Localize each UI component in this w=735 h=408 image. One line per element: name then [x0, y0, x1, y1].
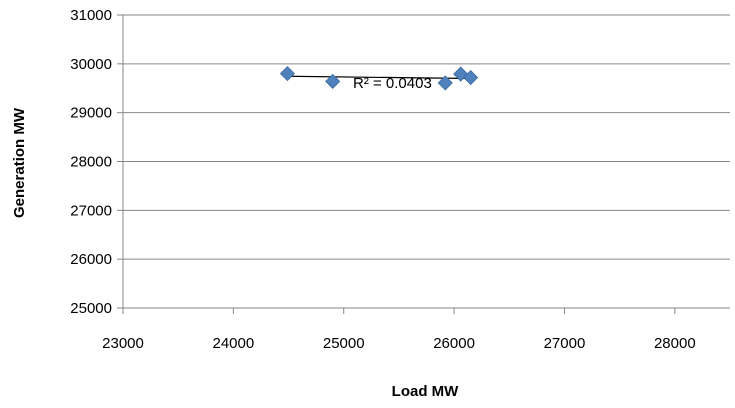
y-tick-label: 30000	[70, 56, 112, 73]
y-tick-labels: 25000 26000 27000 28000 29000 30000 31000	[70, 7, 112, 317]
y-tick-label: 27000	[70, 202, 112, 219]
x-axis-title: Load MW	[392, 383, 459, 400]
x-tick-label: 26000	[433, 335, 475, 352]
x-tick-labels: 23000 24000 25000 26000 27000 28000	[102, 335, 696, 352]
x-tick-label: 25000	[323, 335, 365, 352]
y-tick-label: 31000	[70, 7, 112, 24]
y-tick-label: 29000	[70, 105, 112, 122]
trendline-group	[287, 75, 471, 80]
x-tick-label: 28000	[654, 335, 696, 352]
data-point	[325, 73, 341, 89]
data-point	[279, 66, 296, 82]
x-tick-label: 27000	[544, 335, 586, 352]
x-tick-label: 24000	[213, 335, 255, 352]
y-tick-label: 28000	[70, 154, 112, 171]
axes	[117, 14, 730, 314]
data-point	[453, 66, 469, 82]
data-point	[463, 69, 479, 86]
trendline	[287, 75, 471, 80]
gridlines	[123, 14, 730, 309]
r-squared-label: R² = 0.0403	[353, 75, 432, 92]
y-tick-label: 26000	[70, 251, 112, 268]
y-tick-label: 25000	[70, 300, 112, 317]
data-points	[279, 66, 479, 91]
data-point	[437, 75, 453, 91]
y-axis-title: Generation MW	[11, 107, 28, 218]
x-tick-label: 23000	[102, 335, 144, 352]
